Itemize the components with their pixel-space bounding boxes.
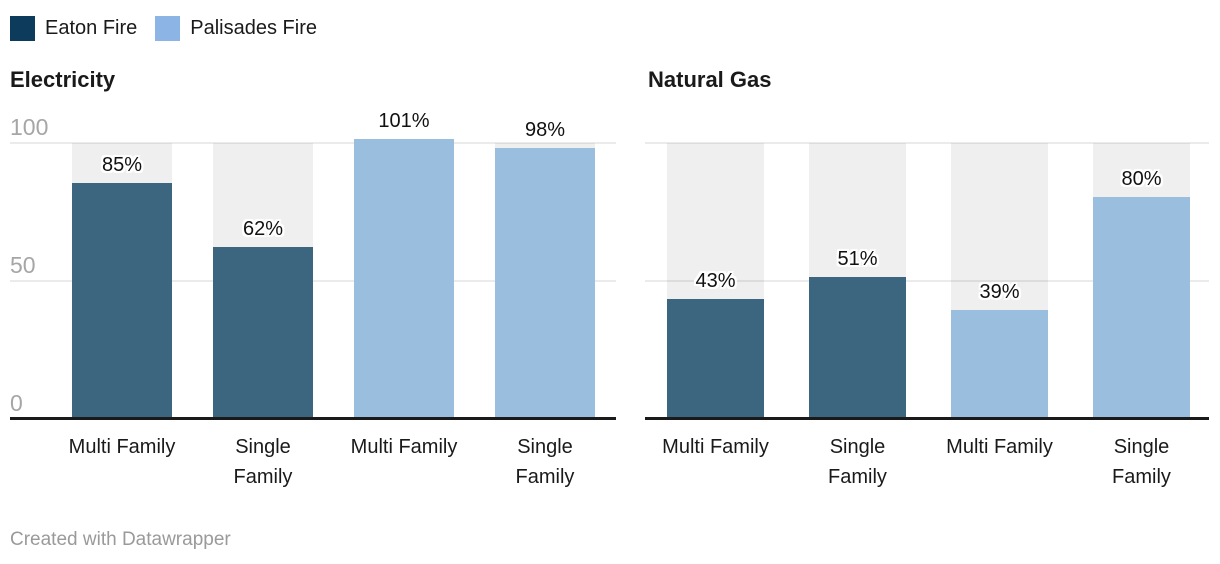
category-label: Multi Family — [946, 436, 1053, 458]
category-label: Multi Family — [350, 436, 458, 458]
chart-title-natural-gas: Natural Gas — [648, 67, 772, 92]
bar-value-label: 51% — [837, 248, 878, 271]
chart-title-electricity: Electricity — [10, 67, 116, 92]
category-label: Multi Family — [68, 436, 176, 458]
bar-palisades-fire-multi-family — [951, 310, 1048, 418]
bar-value-label: 80% — [1121, 168, 1162, 191]
plot-electricity: 85% 62% 101% 98% Multi Family Single Family Mu… — [10, 110, 616, 488]
bar-eaton-fire-single-family — [809, 277, 906, 418]
y-tick-label-100: 100 — [10, 114, 49, 140]
y-tick-label-0: 0 — [10, 390, 23, 416]
bar-value-label: 39% — [979, 281, 1020, 304]
gridline-50 — [645, 280, 1209, 282]
category-label: Single Family — [1112, 436, 1171, 488]
gridline-50 — [10, 280, 616, 282]
category-label: Multi Family — [662, 436, 769, 458]
bar-value-label: 62% — [242, 217, 284, 240]
legend-item-eaton-fire: Eaton Fire — [10, 16, 137, 41]
x-axis-baseline — [10, 417, 616, 420]
bar-eaton-fire-single-family — [213, 246, 313, 418]
legend-swatch-eaton-fire — [10, 16, 35, 41]
bar-value-label: 85% — [101, 154, 143, 177]
gridline-100 — [645, 142, 1209, 144]
category-label: Single Family — [515, 436, 575, 488]
bar-value-label: 101% — [378, 110, 430, 133]
bar-value-label: 98% — [524, 118, 566, 141]
footer-credit: Created with Datawrapper — [10, 529, 231, 550]
bar-palisades-fire-single-family — [495, 147, 595, 418]
legend: Eaton Fire Palisades Fire — [10, 16, 335, 41]
legend-item-palisades-fire: Palisades Fire — [155, 16, 317, 41]
bar-palisades-fire-single-family — [1093, 197, 1190, 418]
legend-label-palisades-fire: Palisades Fire — [190, 17, 317, 39]
plot-natural-gas: 43% 51% 39% 80% Multi Family Single Family Mul… — [645, 142, 1209, 488]
legend-label-eaton-fire: Eaton Fire — [45, 17, 138, 39]
bar-eaton-fire-multi-family — [72, 183, 172, 418]
category-label: Single Family — [828, 436, 887, 488]
bar-value-label: 43% — [695, 270, 736, 293]
bar-palisades-fire-multi-family — [354, 139, 454, 418]
legend-swatch-palisades-fire — [155, 16, 181, 41]
category-label: Single Family — [233, 436, 293, 488]
y-tick-label-50: 50 — [10, 252, 36, 278]
x-axis-baseline — [645, 417, 1209, 420]
bar-eaton-fire-multi-family — [667, 299, 764, 418]
gridline-100 — [10, 142, 616, 144]
